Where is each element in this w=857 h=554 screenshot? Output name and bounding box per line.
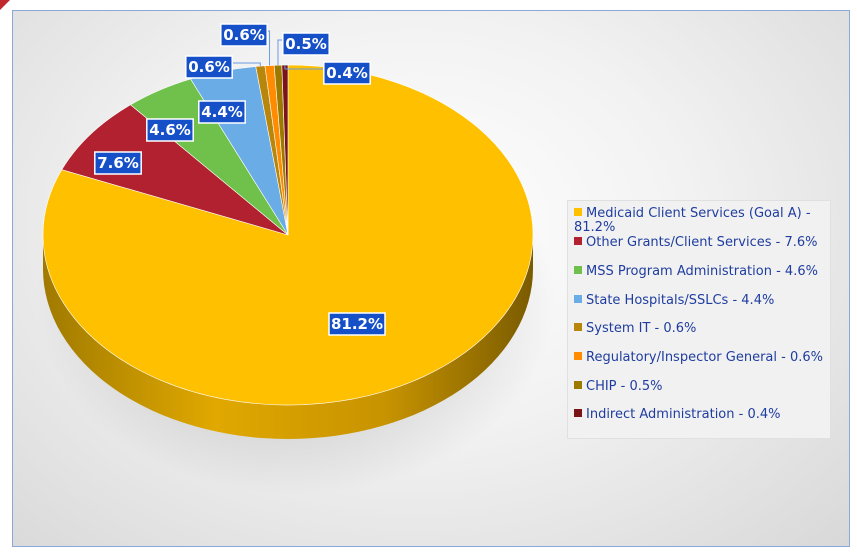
legend-item: State Hospitals/SSLCs - 4.4% <box>574 294 826 308</box>
legend-label: System IT - 0.6% <box>586 321 697 336</box>
legend-item: Other Grants/Client Services - 7.6% <box>574 236 826 250</box>
data-label: 4.6% <box>149 121 191 139</box>
pie-side <box>43 235 533 439</box>
corner-accent <box>0 0 10 10</box>
data-label: 7.6% <box>97 154 139 172</box>
legend-item: CHIP - 0.5% <box>574 380 826 394</box>
data-label-box <box>198 100 246 124</box>
pie-side-wall <box>43 235 533 439</box>
data-label: 0.5% <box>285 35 327 53</box>
data-label: 4.4% <box>201 103 243 121</box>
leader-line <box>284 65 326 70</box>
legend-label: MSS Program Administration - 4.6% <box>586 264 818 279</box>
legend-item: System IT - 0.6% <box>574 322 826 336</box>
legend-swatch <box>574 237 582 245</box>
legend-swatch <box>574 381 582 389</box>
legend-item: MSS Program Administration - 4.6% <box>574 265 826 279</box>
legend-swatch <box>574 295 582 303</box>
leader-line <box>230 62 261 67</box>
data-labels: 81.2% 7.6% 4.6% 4.4% 0.6% 0.6% 0.5% 0.4% <box>94 23 386 336</box>
legend-label: Regulatory/Inspector General - 0.6% <box>586 350 823 365</box>
data-label-box <box>146 118 194 142</box>
legend-item: Indirect Administration - 0.4% <box>574 408 826 422</box>
data-label: 0.4% <box>326 64 368 82</box>
data-label: 0.6% <box>223 26 265 44</box>
legend-swatch <box>574 409 582 417</box>
data-label-box <box>282 32 330 56</box>
pie-slice-other-grants-client-services <box>61 104 289 236</box>
data-label: 81.2% <box>331 315 383 333</box>
data-label-box <box>323 61 371 85</box>
legend-item: Regulatory/Inspector General - 0.6% <box>574 351 826 365</box>
legend-swatch <box>574 352 582 360</box>
pie-slices <box>42 64 534 406</box>
legend-swatch <box>574 266 582 274</box>
data-label: 0.6% <box>188 58 230 76</box>
chart-legend: Medicaid Client Services (Goal A) - 81.2… <box>567 200 831 439</box>
legend-swatch <box>574 323 582 331</box>
data-label-box <box>328 312 386 336</box>
legend-label: State Hospitals/SSLCs - 4.4% <box>586 293 775 308</box>
legend-label: Indirect Administration - 0.4% <box>586 407 781 422</box>
legend-swatch <box>574 208 582 216</box>
legend-label: CHIP - 0.5% <box>586 379 663 394</box>
legend-label: Medicaid Client Services (Goal A) - 81.2… <box>574 206 811 235</box>
data-label-box <box>94 151 142 175</box>
data-label-box <box>220 23 268 47</box>
legend-item: Medicaid Client Services (Goal A) - 81.2… <box>574 207 826 235</box>
legend-label: Other Grants/Client Services - 7.6% <box>586 235 818 250</box>
data-label-box <box>185 55 233 79</box>
